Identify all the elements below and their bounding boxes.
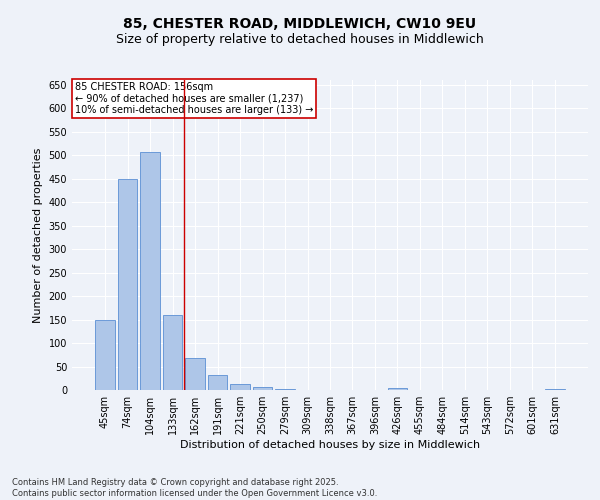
Bar [545,388,565,390]
Bar [118,178,137,390]
Bar [253,386,272,390]
Text: 85, CHESTER ROAD, MIDDLEWICH, CW10 9EU: 85, CHESTER ROAD, MIDDLEWICH, CW10 9EU [124,18,476,32]
Text: Contains HM Land Registry data © Crown copyright and database right 2025.
Contai: Contains HM Land Registry data © Crown c… [12,478,377,498]
Bar [185,358,205,390]
Bar [230,384,250,390]
Bar [388,388,407,390]
Text: Size of property relative to detached houses in Middlewich: Size of property relative to detached ho… [116,32,484,46]
Bar [95,320,115,390]
Text: 85 CHESTER ROAD: 156sqm
← 90% of detached houses are smaller (1,237)
10% of semi: 85 CHESTER ROAD: 156sqm ← 90% of detache… [74,82,313,115]
X-axis label: Distribution of detached houses by size in Middlewich: Distribution of detached houses by size … [180,440,480,450]
Bar [163,315,182,390]
Bar [275,388,295,390]
Bar [140,152,160,390]
Y-axis label: Number of detached properties: Number of detached properties [33,148,43,322]
Bar [208,375,227,390]
